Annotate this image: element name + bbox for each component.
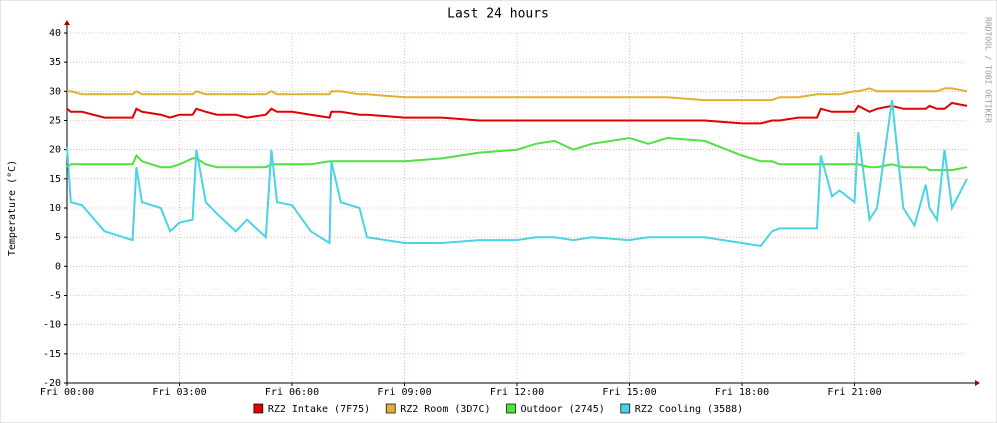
y-tick-label: 10 (49, 203, 61, 214)
axis-arrow (64, 20, 70, 25)
legend-swatch (385, 403, 396, 414)
x-tick-label: Fri 09:00 (377, 387, 431, 398)
series-line (66, 101, 968, 125)
x-tick-label: Fri 21:00 (827, 387, 881, 398)
series-line (66, 136, 968, 172)
legend-label: RZ2 Intake (7F75) (268, 404, 370, 415)
x-tick-label: Fri 12:00 (490, 387, 544, 398)
y-tick-label: -15 (43, 349, 61, 360)
legend-label: RZ2 Room (3D7C) (400, 404, 490, 415)
y-tick-label: 25 (49, 116, 61, 127)
series-line (67, 87, 968, 102)
y-tick-label: 5 (55, 232, 61, 243)
legend-swatch (506, 403, 516, 414)
x-tick-label: Fri 00:00 (40, 387, 94, 398)
legend-swatch (253, 403, 264, 414)
series-line (66, 99, 968, 247)
legend-swatch (620, 403, 631, 414)
y-tick-label: 15 (49, 174, 61, 185)
y-tick-label: 0 (55, 261, 61, 272)
y-tick-label: 35 (49, 57, 61, 68)
y-axis-label: Temperature (°C) (7, 160, 18, 256)
y-tick-label: 30 (49, 86, 61, 97)
y-tick-label: 20 (49, 145, 61, 156)
legend-label: Outdoor (2745) (521, 404, 605, 415)
watermark: RRDTOOL / TOBI OETIKER (984, 17, 993, 123)
legend-label: RZ2 Cooling (3588) (635, 404, 743, 415)
chart-title: Last 24 hours (447, 7, 549, 22)
axis-arrow (975, 380, 980, 386)
y-tick-label: 40 (49, 28, 61, 39)
y-tick-label: -20 (43, 378, 61, 389)
y-tick-label: -5 (49, 291, 61, 302)
y-tick-label: -10 (43, 320, 61, 331)
x-tick-label: Fri 18:00 (715, 387, 769, 398)
x-tick-label: Fri 06:00 (265, 387, 319, 398)
legend: RZ2 Intake (7F75) RZ2 Room (3D7C) Outdoor … (253, 403, 743, 415)
x-tick-label: Fri 03:00 (152, 387, 206, 398)
x-tick-label: Fri 15:00 (602, 387, 656, 398)
